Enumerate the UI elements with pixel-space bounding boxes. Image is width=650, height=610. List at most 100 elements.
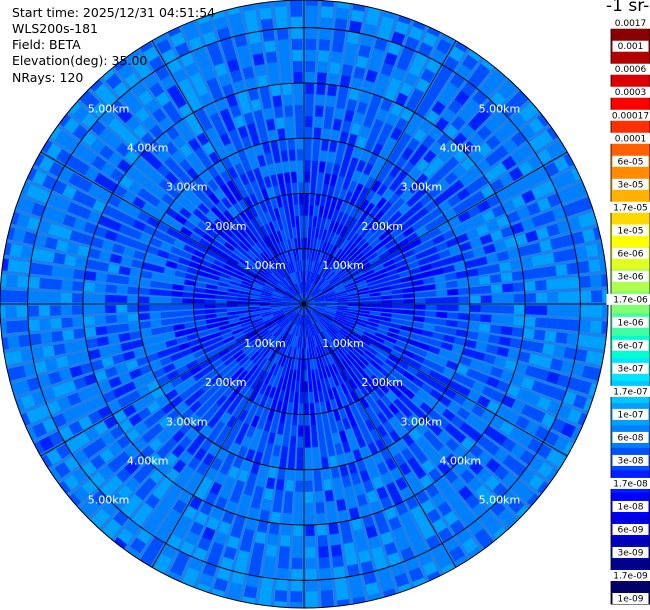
ray-gate bbox=[321, 229, 328, 241]
ray-gate bbox=[386, 331, 399, 340]
ray-gate bbox=[214, 218, 226, 230]
ray-gate bbox=[462, 537, 478, 554]
ray-gate bbox=[320, 194, 327, 207]
ray-gate bbox=[419, 263, 432, 272]
ray-gate bbox=[390, 349, 403, 359]
ray-gate bbox=[368, 288, 381, 294]
ray-gate bbox=[112, 353, 125, 365]
ray-gate bbox=[459, 172, 474, 186]
ray-gate bbox=[295, 249, 300, 261]
ray-gate bbox=[283, 308, 294, 313]
ray-gate bbox=[358, 550, 371, 564]
ray-gate bbox=[305, 0, 319, 6]
ray-gate bbox=[42, 418, 57, 433]
ray-gate bbox=[267, 261, 276, 271]
ray-gate bbox=[440, 342, 454, 351]
ray-gate bbox=[304, 326, 306, 338]
ray-gate bbox=[223, 241, 235, 252]
ray-gate bbox=[284, 333, 291, 345]
ray-gate bbox=[132, 376, 146, 389]
ray-gate bbox=[170, 220, 183, 232]
ray-gate bbox=[428, 125, 443, 140]
ray-gate bbox=[352, 329, 363, 337]
ray-gate bbox=[304, 237, 308, 249]
ray-gate bbox=[588, 335, 601, 349]
ray-gate bbox=[287, 239, 293, 251]
ray-gate bbox=[88, 410, 103, 425]
ray-gate bbox=[472, 350, 486, 361]
ray-gate bbox=[249, 193, 259, 206]
colorbar-tick-label: 6e-08 bbox=[618, 433, 644, 443]
ray-gate bbox=[218, 277, 231, 284]
ray-gate bbox=[498, 336, 512, 347]
ray-gate bbox=[388, 273, 400, 281]
colorbar-tick-label: 0.0001 bbox=[615, 134, 647, 144]
ray-gate bbox=[339, 225, 348, 237]
ray-gate bbox=[363, 230, 374, 242]
ray-gate bbox=[471, 214, 486, 227]
ray-gate bbox=[75, 160, 90, 176]
ray-gate bbox=[174, 270, 187, 278]
ray-gate bbox=[179, 207, 192, 219]
ray-gate bbox=[297, 314, 302, 326]
ray-gate bbox=[432, 363, 445, 374]
ray-gate bbox=[304, 226, 308, 238]
ray-gate bbox=[272, 500, 282, 513]
ray-gate bbox=[361, 334, 373, 343]
ray-gate bbox=[436, 304, 448, 311]
ray-gate bbox=[363, 163, 374, 176]
ray-gate bbox=[216, 567, 231, 582]
ray-gate bbox=[206, 516, 220, 531]
ray-gate bbox=[508, 426, 524, 442]
ray-gate bbox=[271, 245, 279, 256]
ray-gate bbox=[229, 280, 241, 287]
ray-gate bbox=[0, 257, 9, 271]
ray-gate bbox=[171, 444, 185, 458]
ray-gate bbox=[216, 316, 229, 322]
ray-gate bbox=[429, 171, 443, 185]
ray-gate bbox=[346, 287, 358, 293]
ray-gate bbox=[314, 323, 321, 334]
ray-gate bbox=[505, 410, 520, 425]
ray-gate bbox=[265, 51, 278, 64]
ray-gate bbox=[259, 509, 270, 523]
ray-gate bbox=[293, 71, 303, 84]
ray-gate bbox=[60, 292, 73, 303]
ray-gate bbox=[138, 287, 150, 295]
ray-gate bbox=[552, 387, 567, 402]
ray-gate bbox=[270, 304, 282, 306]
ray-gate bbox=[318, 557, 331, 569]
ray-gate bbox=[283, 321, 291, 331]
ray-gate bbox=[335, 265, 345, 275]
ray-gate bbox=[257, 343, 267, 354]
ray-gate bbox=[164, 141, 178, 156]
ray-gate bbox=[227, 166, 238, 180]
ray-gate bbox=[334, 348, 343, 360]
ray-gate bbox=[333, 317, 345, 324]
ray-gate bbox=[429, 207, 443, 219]
ray-gate bbox=[293, 513, 303, 526]
ray-gate bbox=[514, 362, 528, 375]
ray-gate bbox=[340, 383, 349, 395]
ray-gate bbox=[163, 234, 176, 245]
ray-gate bbox=[317, 172, 324, 184]
ray-gate bbox=[318, 161, 326, 173]
ray-gate bbox=[125, 165, 140, 180]
ray-gate bbox=[230, 490, 242, 504]
ray-gate bbox=[64, 341, 77, 354]
ray-gate bbox=[166, 84, 182, 100]
ray-gate bbox=[363, 269, 375, 277]
ray-gate bbox=[73, 377, 87, 390]
ray-gate bbox=[294, 204, 299, 216]
ray-gate bbox=[359, 409, 370, 422]
ray-gate bbox=[336, 297, 348, 301]
ray-gate bbox=[64, 254, 77, 267]
ray-gate bbox=[465, 98, 481, 114]
ray-gate bbox=[151, 327, 164, 336]
ray-gate bbox=[423, 323, 435, 331]
ray-gate bbox=[298, 348, 302, 360]
ray-gate bbox=[301, 259, 304, 271]
ray-gate bbox=[172, 68, 188, 83]
ray-gate bbox=[150, 423, 164, 437]
